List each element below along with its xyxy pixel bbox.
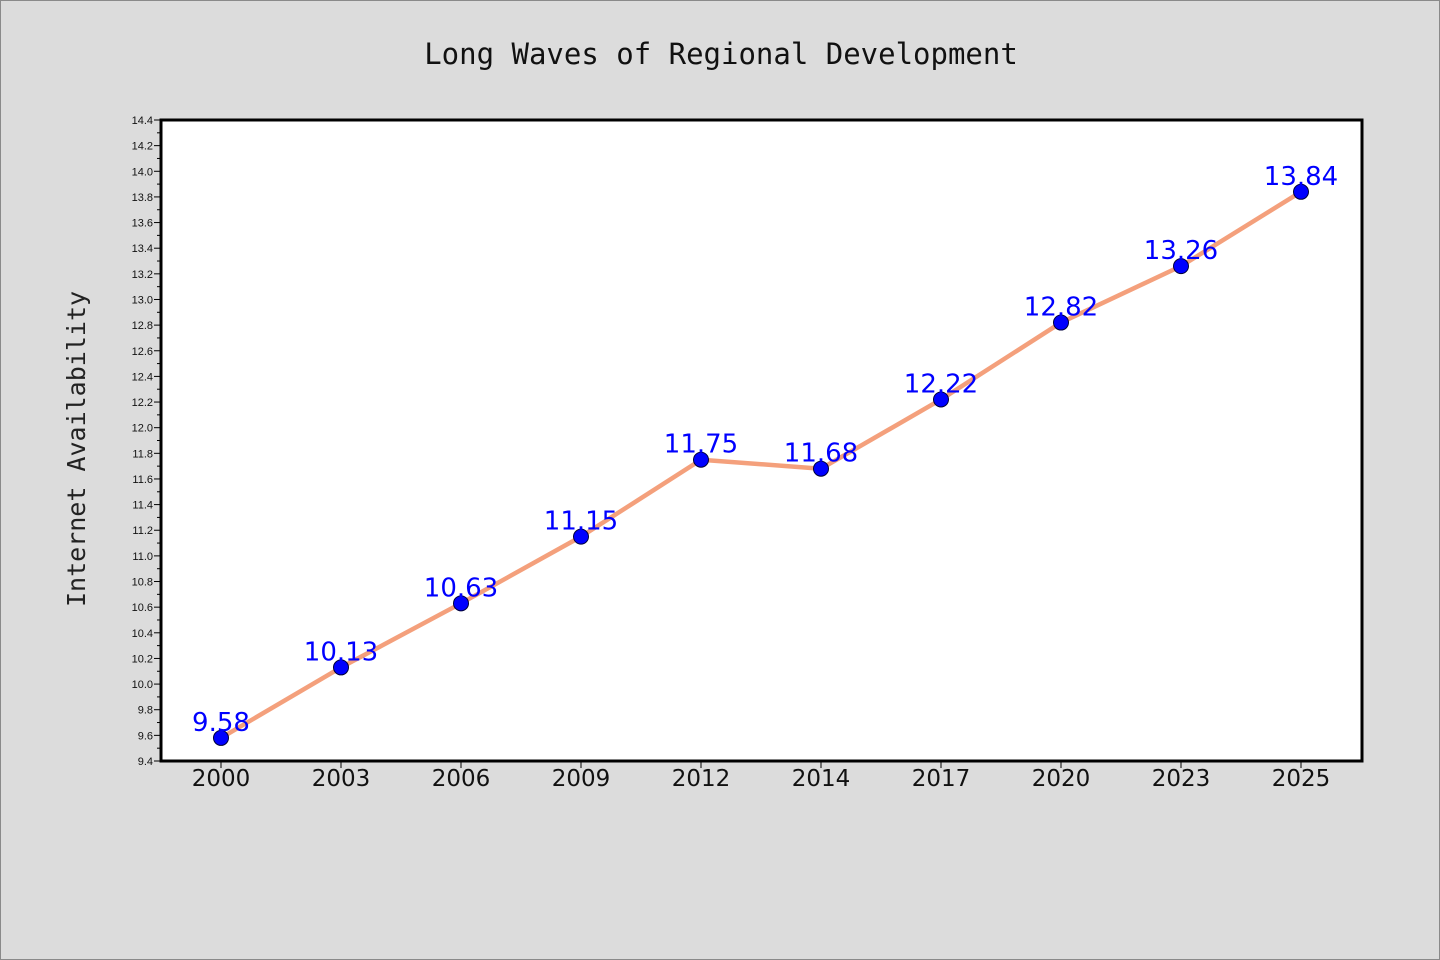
x-tick-label: 2012 [672,766,731,792]
x-tick-label: 2025 [1272,766,1331,792]
y-tick-label: 13.4 [132,243,153,255]
data-label: 11.68 [784,439,858,469]
x-tick-label: 2014 [792,766,851,792]
data-label: 10.63 [424,573,498,603]
y-tick-label: 13.8 [132,192,153,204]
y-tick-label: 13.2 [132,269,153,281]
y-tick-label: 10.4 [132,628,153,640]
data-point-marker [933,391,949,408]
y-tick-label: 11.2 [132,525,153,537]
data-label: 13.84 [1264,162,1338,192]
y-tick-label: 10.0 [132,679,153,691]
y-tick-label: 9.4 [138,756,153,768]
data-label: 12.82 [1024,293,1098,323]
y-tick-label: 14.4 [132,115,153,127]
y-tick-label: 11.6 [132,474,153,486]
data-label: 11.15 [544,507,618,537]
x-tick-label: 2020 [1032,766,1091,792]
x-tick-label: 2017 [912,766,971,792]
y-axis: 9.4 9.6 9.8 10.0 10.2 10.4 10.6 10.8 11.0 11.2 11.… [132,115,161,768]
data-point-marker [573,528,589,545]
data-label: 11.75 [664,430,738,460]
x-tick-label: 2003 [312,766,371,792]
x-tick-label: 2023 [1152,766,1211,792]
y-tick-label: 10.2 [132,653,153,665]
marker-layer [213,183,1309,746]
data-point-marker [333,659,349,676]
y-tick-label: 13.6 [132,218,153,230]
y-tick-label: 12.8 [132,320,153,332]
data-point-marker [453,595,469,612]
data-label: 12.22 [904,369,978,399]
y-tick-label: 14.2 [132,141,153,153]
x-tick-label: 2000 [192,766,251,792]
chart-title: Long Waves of Regional Development [424,37,1018,71]
data-point-marker [1053,314,1069,331]
series-line [218,189,1304,741]
data-point-marker [213,729,229,746]
data-point-marker [1293,183,1309,200]
y-tick-label: 11.0 [132,551,153,563]
y-tick-label: 11.4 [132,500,153,512]
y-tick-label: 12.2 [132,397,153,409]
y-axis-label: Internet Availability [62,291,91,607]
y-tick-label: 10.6 [132,602,153,614]
y-tick-label: 11.8 [132,448,153,460]
series-line-layer [218,189,1304,741]
data-label: 13.26 [1144,236,1218,266]
y-tick-label: 12.4 [132,371,153,383]
y-tick-label: 14.0 [132,166,153,178]
y-tick-label: 12.6 [132,346,153,358]
data-point-marker [813,460,829,477]
y-tick-label: 9.8 [138,705,153,717]
x-tick-label: 2009 [552,766,611,792]
x-axis: 2000 2003 2006 2009 2012 2014 2017 2020 2023 2025 [192,761,1331,792]
y-tick-label: 10.8 [132,577,153,589]
data-label-layer: 9.58 10.13 10.63 11.15 11.75 11.68 12.22 12.82 1… [192,162,1338,738]
x-tick-label: 2006 [432,766,491,792]
data-label: 9.58 [192,708,250,738]
data-point-marker [1173,258,1189,275]
y-tick-label: 13.0 [132,294,153,306]
data-label: 10.13 [304,637,378,667]
data-point-marker [693,451,709,468]
y-tick-label: 9.6 [138,730,153,742]
y-tick-label: 12.0 [132,423,153,435]
